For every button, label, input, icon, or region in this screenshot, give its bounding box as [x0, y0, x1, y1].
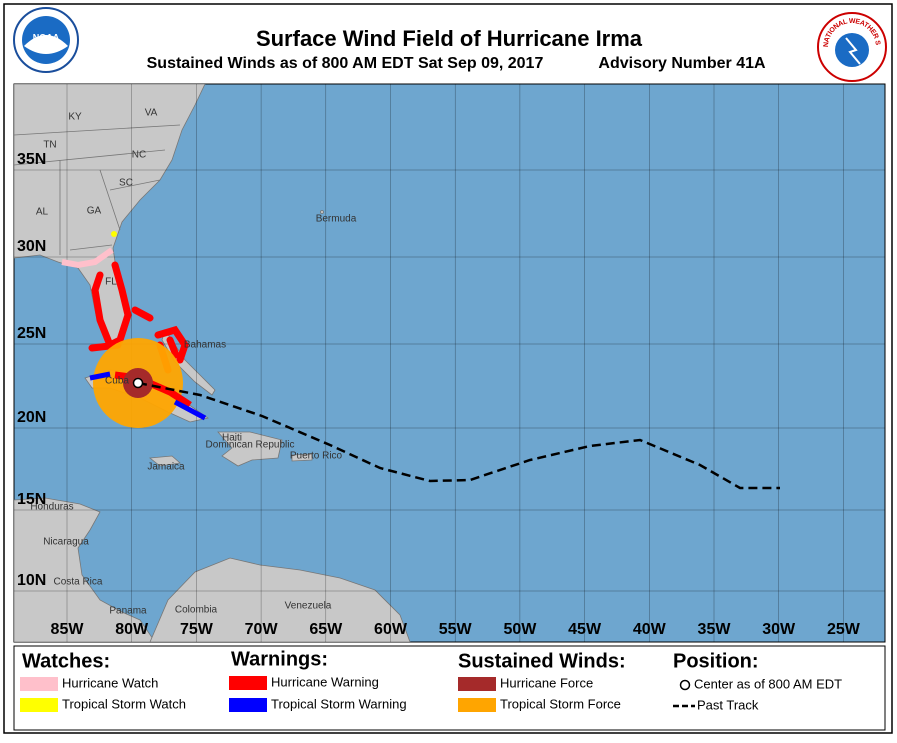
us-state-lines: [14, 124, 181, 255]
place-label: GA: [87, 206, 102, 217]
longitude-label: 25W: [827, 621, 861, 638]
place-label: Honduras: [30, 502, 73, 513]
legend-title: Sustained Winds:: [458, 650, 626, 672]
place-label: Panama: [109, 606, 147, 617]
longitude-label: 65W: [309, 621, 343, 638]
place-label: KY: [68, 112, 82, 123]
place-label: Bermuda: [316, 214, 357, 225]
place-label: FL: [105, 277, 117, 288]
place-label: NC: [132, 150, 146, 161]
legend-swatch: [458, 677, 496, 691]
legend-item: Center as of 800 AM EDT: [694, 676, 842, 691]
place-label: Bahamas: [184, 340, 226, 351]
longitude-label: 50W: [503, 621, 537, 638]
place-label: Venezuela: [285, 601, 332, 612]
legend-swatch: [20, 677, 58, 691]
place-label: Colombia: [175, 605, 218, 616]
legend-swatch: [458, 698, 496, 712]
place-labels: KY VA TN NC SC AL GA FL Bermuda Bahamas …: [30, 108, 356, 617]
bermuda: [320, 210, 324, 214]
longitude-label: 85W: [51, 621, 85, 638]
legend: Watches: Hurricane Watch Tropical Storm …: [20, 648, 842, 712]
latitude-label: 20N: [17, 409, 46, 426]
latitude-label: 25N: [17, 325, 46, 342]
legend-item: Hurricane Force: [500, 675, 593, 690]
jamaica: [148, 455, 181, 467]
advisory: Advisory Number 41A: [598, 55, 766, 72]
longitude-label: 60W: [374, 621, 408, 638]
hurricane-watch-area: [61, 247, 114, 269]
place-label: AL: [36, 207, 49, 218]
place-label: Cuba: [105, 376, 129, 387]
noaa-text: NOAA: [33, 32, 60, 42]
legend-center-symbol: [679, 679, 691, 691]
place-label: Costa Rica: [54, 577, 103, 588]
legend-box: [13, 645, 886, 731]
place-label: Dominican Republic: [206, 440, 295, 451]
legend-title: Position:: [673, 650, 759, 672]
place-label: Nicaragua: [43, 537, 89, 548]
longitude-label: 80W: [115, 621, 149, 638]
longitude-label: 35W: [698, 621, 732, 638]
place-label: Puerto Rico: [290, 451, 343, 462]
hurricane-warning-area: [88, 261, 189, 374]
longitude-label: 70W: [245, 621, 279, 638]
longitude-label: 75W: [180, 621, 214, 638]
title: Surface Wind Field of Hurricane Irma: [256, 26, 643, 51]
latitude-label: 35N: [17, 151, 46, 168]
legend-item: Tropical Storm Force: [500, 696, 621, 711]
legend-swatch: [229, 676, 267, 690]
longitude-label: 55W: [439, 621, 473, 638]
place-label: Haiti: [222, 433, 242, 444]
tropical-storm-watch-area: [111, 231, 117, 237]
map: KY VA TN NC SC AL GA FL Bermuda Bahamas …: [13, 83, 886, 643]
latitude-label: 15N: [17, 491, 46, 508]
legend-item: Tropical Storm Watch: [62, 696, 186, 711]
legend-swatch: [20, 698, 58, 712]
frame: [3, 3, 893, 734]
hispaniola: [217, 431, 283, 467]
central-america: [14, 497, 156, 642]
legend-title: Warnings:: [231, 648, 328, 670]
legend-swatch: [229, 698, 267, 712]
puerto-rico: [291, 453, 313, 462]
legend-item: Tropical Storm Warning: [271, 696, 407, 711]
place-label: VA: [145, 108, 158, 119]
place-label: TN: [43, 140, 56, 151]
place-label: Jamaica: [147, 462, 185, 473]
longitude-label: 40W: [633, 621, 667, 638]
graticule-labels: 85W 80W 75W 70W 65W 60W 55W 50W 45W 40W 35W 30W 25W 3…: [17, 151, 861, 638]
latitude-label: 10N: [17, 572, 46, 589]
legend-item: Hurricane Watch: [62, 675, 158, 690]
noaa-logo: NOAA: [13, 7, 79, 73]
subtitle: Sustained Winds as of 800 AM EDT Sat Sep…: [147, 55, 544, 72]
south-america: [149, 557, 411, 642]
latitude-label: 30N: [17, 238, 46, 255]
past-track: [137, 381, 780, 490]
legend-item: Hurricane Warning: [271, 674, 379, 689]
graticule: [14, 84, 885, 642]
place-label: SC: [119, 178, 133, 189]
legend-title: Watches:: [22, 650, 110, 672]
center-position: [132, 377, 144, 389]
longitude-label: 30W: [762, 621, 796, 638]
longitude-label: 45W: [568, 621, 602, 638]
tropical-storm-warning-area: [89, 371, 207, 421]
legend-item: Past Track: [697, 697, 759, 712]
